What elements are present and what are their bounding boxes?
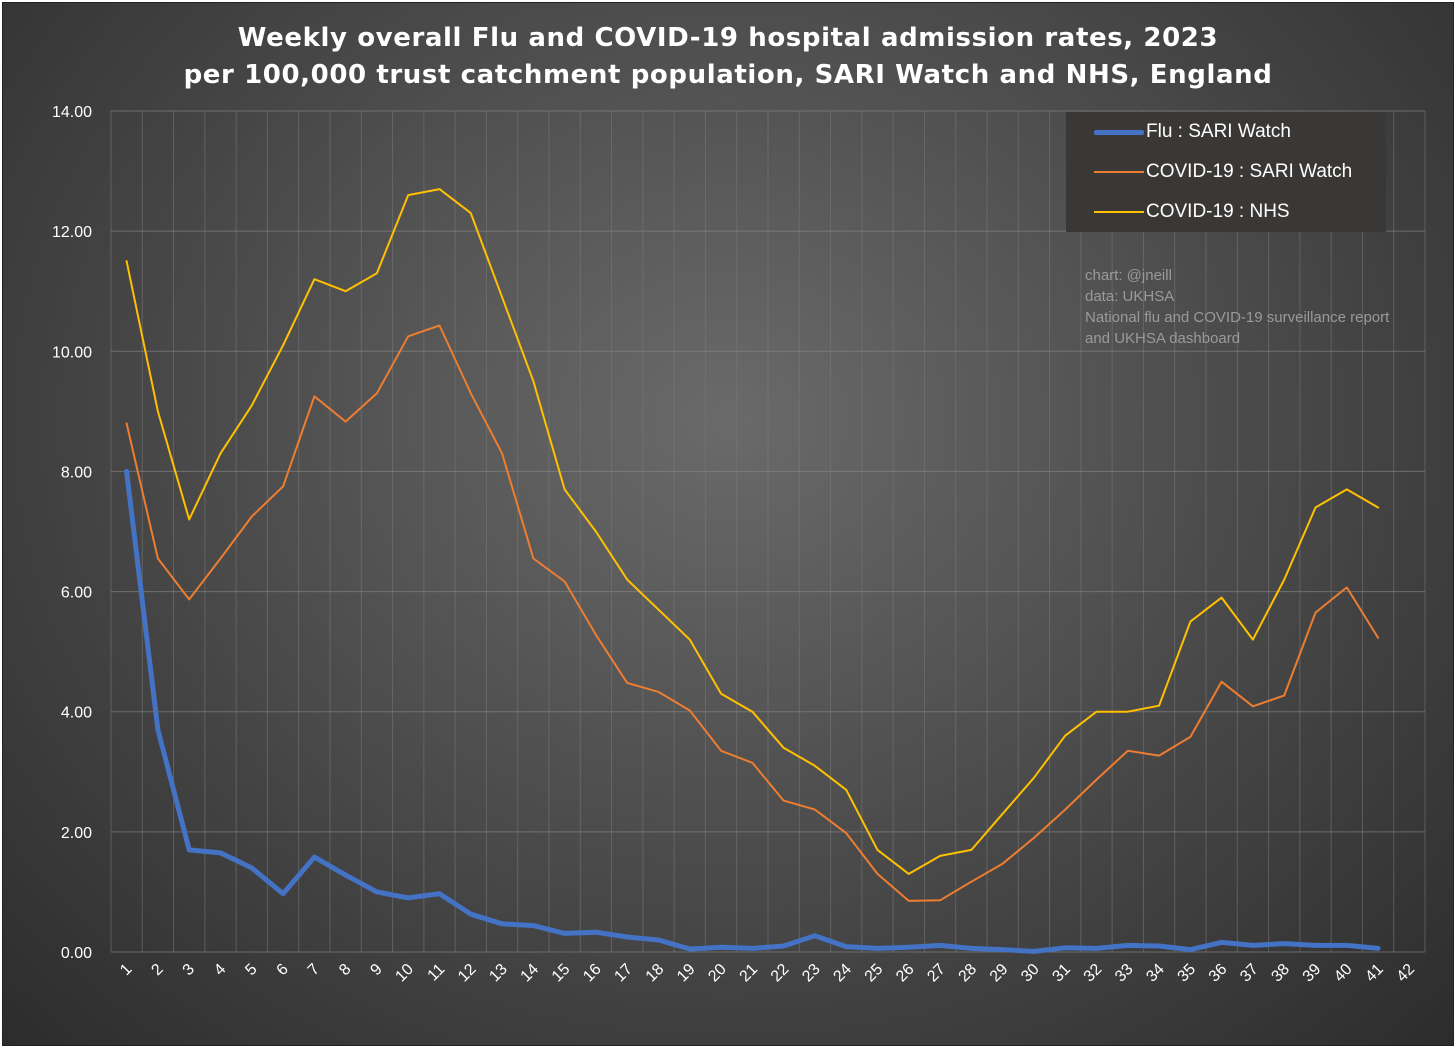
x-tick-label: 41 xyxy=(1362,961,1387,986)
series-line-1 xyxy=(124,468,1381,954)
legend-item-flu-sari: Flu : SARI Watch xyxy=(1094,112,1291,152)
x-tick-label: 31 xyxy=(1049,961,1074,986)
x-tick-label: 37 xyxy=(1237,961,1262,986)
series-lines xyxy=(124,188,1381,954)
x-tick-label: 1 xyxy=(117,961,135,979)
x-tick-label: 10 xyxy=(392,961,417,986)
title-line-2: per 100,000 trust catchment population, … xyxy=(183,60,1273,90)
gridlines xyxy=(110,110,1426,953)
chart-title: Weekly overall Flu and COVID-19 hospital… xyxy=(0,20,1456,94)
x-tick-label: 2 xyxy=(148,961,166,979)
x-tick-label: 8 xyxy=(336,961,354,979)
legend-swatch-covid-nhs xyxy=(1094,211,1144,213)
x-tick-label: 23 xyxy=(799,961,824,986)
x-tick-label: 35 xyxy=(1175,961,1200,986)
x-tick-label: 28 xyxy=(956,961,981,986)
legend-label-flu-sari: Flu : SARI Watch xyxy=(1146,121,1291,142)
legend-swatch-covid-sari xyxy=(1094,171,1144,173)
x-tick-label: 22 xyxy=(768,961,793,986)
x-tick-label: 38 xyxy=(1268,961,1293,986)
x-tick-label: 39 xyxy=(1300,961,1325,986)
series-line-3 xyxy=(125,188,1380,875)
y-tick-label: 0.00 xyxy=(61,945,92,962)
x-tick-label: 9 xyxy=(367,961,385,979)
x-tick-label: 21 xyxy=(737,961,762,986)
x-tick-label: 6 xyxy=(274,961,292,979)
legend: Flu : SARI Watch COVID-19 : SARI Watch C… xyxy=(1066,112,1386,232)
x-tick-label: 14 xyxy=(518,961,543,986)
series-line-2 xyxy=(125,324,1380,902)
x-tick-label: 12 xyxy=(455,961,480,986)
x-tick-label: 36 xyxy=(1206,961,1231,986)
y-tick-label: 14.00 xyxy=(52,104,92,121)
legend-item-covid-nhs: COVID-19 : NHS xyxy=(1094,192,1290,232)
y-tick-label: 8.00 xyxy=(61,464,92,481)
x-tick-label: 24 xyxy=(830,961,855,986)
x-tick-label: 29 xyxy=(987,961,1012,986)
x-tick-label: 19 xyxy=(674,961,699,986)
x-tick-label: 32 xyxy=(1081,961,1106,986)
y-tick-label: 10.00 xyxy=(52,344,92,361)
legend-label-covid-nhs: COVID-19 : NHS xyxy=(1146,201,1290,222)
x-tick-label: 27 xyxy=(924,961,949,986)
y-tick-label: 12.00 xyxy=(52,224,92,241)
x-tick-label: 30 xyxy=(1018,961,1043,986)
x-tick-label: 15 xyxy=(549,961,574,986)
legend-swatch-flu-sari xyxy=(1094,129,1144,135)
y-tick-label: 6.00 xyxy=(61,585,92,602)
legend-item-covid-sari: COVID-19 : SARI Watch xyxy=(1094,152,1352,192)
credit-line-4: and UKHSA dashboard xyxy=(1085,330,1241,347)
legend-label-covid-sari: COVID-19 : SARI Watch xyxy=(1146,161,1353,182)
chart-credits: chart: @jneill data: UKHSA National flu … xyxy=(1085,265,1389,349)
x-tick-label: 20 xyxy=(705,961,730,986)
credit-line-2: data: UKHSA xyxy=(1085,288,1175,305)
credit-line-3: National flu and COVID-19 surveillance r… xyxy=(1085,309,1390,326)
x-tick-label: 3 xyxy=(180,961,198,979)
x-tick-label: 25 xyxy=(862,961,887,986)
x-tick-label: 5 xyxy=(242,961,260,979)
x-tick-label: 18 xyxy=(643,961,668,986)
title-line-1: Weekly overall Flu and COVID-19 hospital… xyxy=(237,23,1219,53)
y-tick-label: 2.00 xyxy=(61,825,92,842)
x-tick-label: 40 xyxy=(1331,961,1356,986)
x-tick-label: 17 xyxy=(611,961,636,986)
x-axis-ticks: 1 2 3 4 5 6 7 8 9 10 11 12 13 14 15 16 17 18 19 20 21 22 23 24 2… xyxy=(117,961,1418,986)
x-tick-label: 11 xyxy=(425,961,449,985)
x-tick-label: 7 xyxy=(305,961,323,979)
credit-line-1: chart: @jneill xyxy=(1085,267,1172,284)
x-tick-label: 16 xyxy=(580,961,605,986)
y-tick-label: 4.00 xyxy=(61,705,92,722)
x-tick-label: 13 xyxy=(486,961,511,986)
x-tick-label: 26 xyxy=(893,961,918,986)
x-tick-label: 4 xyxy=(211,961,229,979)
x-tick-label: 34 xyxy=(1143,961,1168,986)
y-axis-ticks: 0.00 2.00 4.00 6.00 8.00 10.00 12.00 14.00 xyxy=(52,104,92,962)
x-tick-label: 42 xyxy=(1394,961,1419,986)
x-tick-label: 33 xyxy=(1112,961,1137,986)
